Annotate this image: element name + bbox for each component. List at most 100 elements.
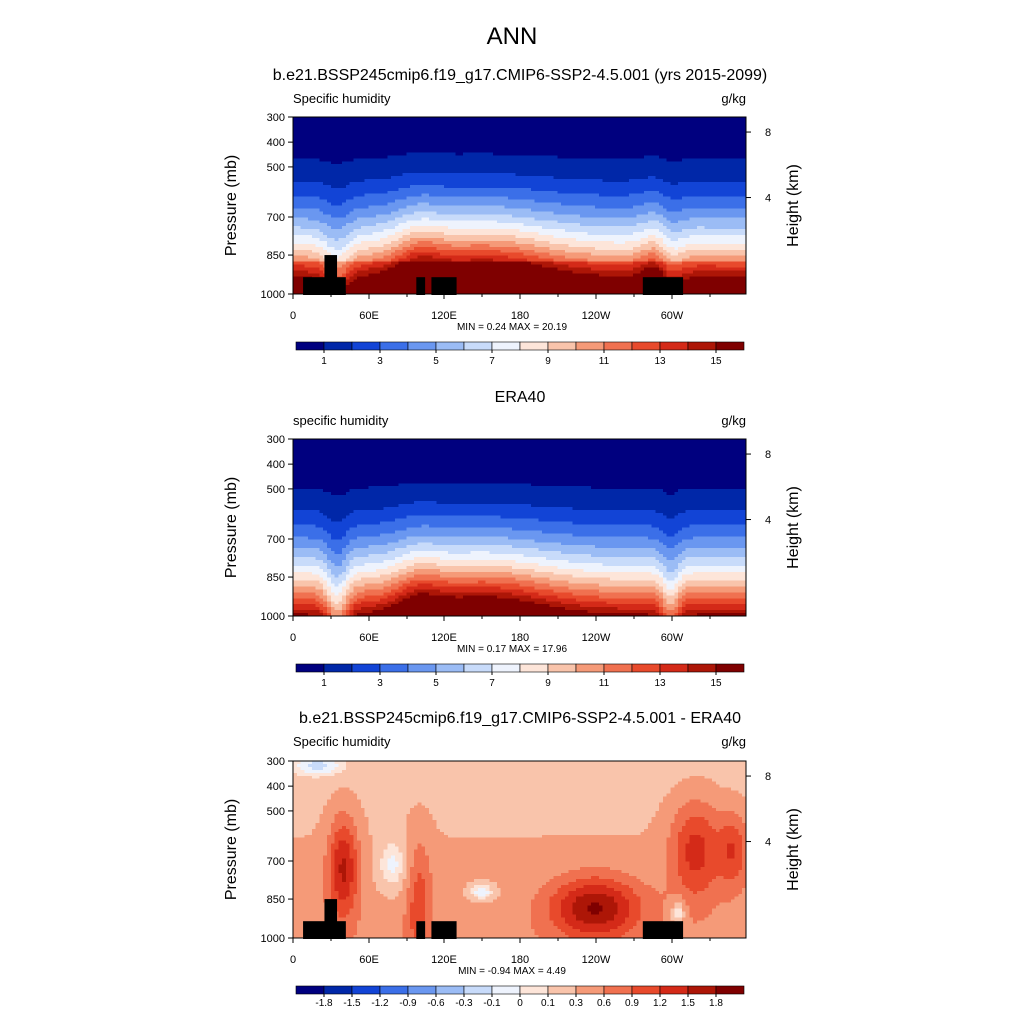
contour-cell: [666, 867, 679, 871]
contour-cell: [406, 249, 502, 254]
contour-cell: [659, 243, 668, 248]
contour-cell: [357, 571, 392, 576]
contour-cell: [345, 568, 351, 573]
contour-cell: [462, 887, 472, 892]
contour-cell: [398, 846, 407, 851]
x-tick-label: 180: [511, 954, 529, 966]
contour-cell: [644, 828, 672, 833]
x-tick-label: 0: [290, 954, 296, 966]
contour-cell: [742, 834, 747, 839]
contour-cell: [330, 884, 336, 889]
contour-cell: [579, 867, 611, 871]
contour-cell: [293, 205, 370, 210]
colorbar-label: 0.9: [625, 998, 639, 1009]
contour-cell: [360, 855, 373, 859]
contour-cell: [738, 828, 747, 833]
contour-cell: [293, 565, 321, 570]
contour-cell: [742, 846, 747, 851]
contour-cell: [326, 613, 332, 617]
contour-cell: [742, 861, 747, 865]
colorbar-label: 9: [545, 356, 551, 367]
contour-cell: [662, 580, 679, 585]
contour-cell: [591, 267, 634, 271]
contour-cell: [345, 258, 354, 263]
contour-cell: [632, 205, 664, 210]
contour-cell: [432, 911, 532, 915]
contour-cell: [681, 229, 747, 233]
contour-cell: [515, 240, 551, 245]
contour-cell: [500, 249, 536, 254]
contour-cell: [662, 610, 679, 614]
contour-cell: [462, 595, 498, 599]
contour-cell: [515, 173, 747, 177]
contour-cell: [319, 509, 355, 514]
contour-cell: [323, 512, 351, 517]
contour-cell: [561, 905, 573, 910]
colorbar-label: 3: [377, 678, 383, 689]
contour-field: [293, 117, 747, 295]
contour-cell: [372, 232, 396, 236]
land-mask: [324, 255, 338, 295]
contour-cell: [428, 861, 668, 865]
contour-cell: [308, 270, 324, 274]
contour-cell: [357, 884, 362, 889]
contour-cell: [357, 255, 385, 260]
contour-cell: [293, 533, 332, 537]
contour-cell: [326, 843, 332, 848]
contour-cell: [678, 598, 687, 602]
contour-cell: [398, 483, 532, 487]
contour-cell: [323, 613, 328, 617]
contour-cell: [444, 232, 539, 236]
contour-cell: [360, 861, 373, 865]
contour-cell: [293, 465, 747, 470]
contour-cell: [436, 825, 649, 830]
contour-cell: [360, 899, 407, 904]
contour-cell: [293, 601, 321, 605]
contour-cell: [413, 562, 438, 567]
contour-cell: [410, 881, 415, 886]
contour-cell: [293, 202, 332, 207]
contour-cell: [549, 914, 562, 918]
contour-cell: [685, 858, 706, 862]
contour-cell: [293, 784, 675, 789]
contour-cell: [704, 843, 728, 848]
contour-cell: [353, 846, 362, 851]
contour-cell: [345, 279, 354, 283]
contour-cell: [330, 864, 336, 868]
contour-cell: [553, 923, 570, 927]
contour-cell: [666, 870, 679, 874]
colorbar: 1 3 5 7 9 11 13 15: [295, 341, 745, 367]
contour-cell: [334, 834, 354, 839]
contour-cell: [655, 610, 660, 614]
contour-cell: [678, 580, 687, 585]
contour-cell: [561, 902, 573, 907]
contour-cell: [372, 610, 589, 614]
contour-cell: [353, 580, 385, 585]
contour-cell: [666, 217, 690, 221]
contour-cell: [323, 559, 332, 564]
contour-cell: [300, 761, 313, 765]
contour-cell: [689, 834, 702, 839]
contour-cell: [564, 607, 619, 611]
contour-cell: [345, 288, 747, 292]
contour-cell: [576, 887, 615, 892]
contour-cell: [326, 604, 332, 608]
contour-cell: [345, 273, 354, 277]
contour-cell: [700, 834, 743, 839]
colorbar-swatch: [323, 985, 353, 995]
colorbar-swatch: [603, 985, 633, 995]
contour-cell: [689, 255, 747, 260]
contour-cell: [681, 208, 747, 212]
contour-cell: [685, 802, 709, 806]
contour-cell: [534, 932, 566, 936]
colorbar-label: 5: [433, 356, 439, 367]
contour-cell: [640, 270, 664, 274]
contour-cell: [379, 237, 400, 242]
colorbar-label: -0.6: [427, 998, 445, 1009]
contour-cell: [330, 796, 358, 800]
contour-cell: [293, 583, 324, 588]
contour-cell: [530, 911, 551, 915]
contour-cell: [349, 211, 392, 215]
contour-cell: [640, 831, 672, 836]
x-tick-label: 120W: [582, 954, 611, 966]
